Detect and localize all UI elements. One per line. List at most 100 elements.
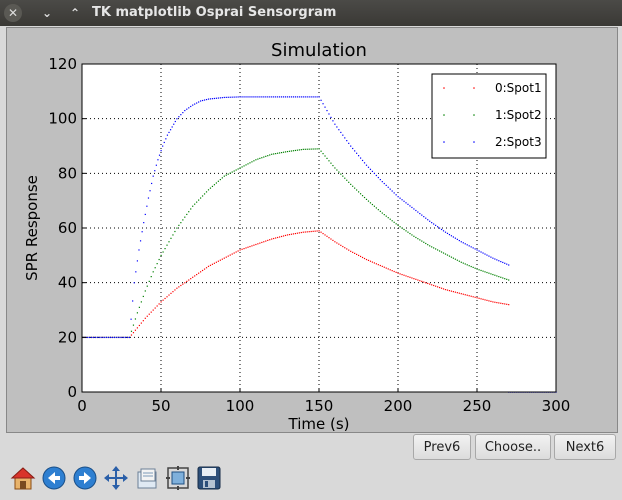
legend-marker: [473, 114, 475, 116]
data-point: [146, 285, 148, 287]
subplots-icon[interactable]: [132, 463, 162, 493]
data-point: [500, 302, 502, 304]
data-point: [229, 96, 231, 98]
home-icon[interactable]: [8, 463, 38, 493]
data-point: [290, 96, 293, 98]
zoom-icon[interactable]: [163, 463, 193, 493]
x-tick-label: 150: [305, 397, 334, 415]
next-button[interactable]: Next6: [554, 434, 616, 460]
data-point: [312, 148, 314, 150]
data-point: [306, 148, 308, 150]
data-point: [172, 234, 174, 236]
data-point: [286, 150, 289, 153]
minimize-window-icon[interactable]: ⌄: [41, 6, 53, 20]
data-point: [346, 248, 348, 250]
data-point: [324, 155, 326, 157]
forward-icon[interactable]: [70, 463, 100, 493]
data-point: [306, 231, 308, 233]
data-point: [200, 271, 202, 273]
save-icon[interactable]: [194, 463, 224, 493]
data-point: [492, 273, 494, 276]
data-point: [136, 260, 138, 262]
data-point: [227, 173, 229, 175]
data-point: [168, 294, 170, 296]
data-point: [383, 182, 385, 185]
data-point: [354, 187, 356, 189]
data-point: [332, 164, 334, 167]
back-icon[interactable]: [39, 463, 69, 493]
data-point: [381, 181, 383, 183]
data-point: [468, 295, 470, 297]
data-point: [277, 152, 279, 154]
data-point: [247, 96, 249, 98]
data-point: [241, 96, 243, 98]
data-point: [284, 234, 287, 237]
data-point: [490, 300, 492, 302]
data-point: [186, 280, 188, 282]
y-tick-label: 120: [48, 55, 77, 73]
data-point: [456, 292, 458, 294]
data-point: [166, 296, 168, 298]
data-point: [454, 291, 456, 293]
data-point: [324, 106, 326, 108]
data-point: [387, 268, 389, 270]
prev-button[interactable]: Prev6: [413, 434, 471, 460]
data-point: [405, 230, 407, 232]
data-point: [361, 195, 364, 197]
data-point: [239, 167, 241, 169]
data-point: [302, 231, 304, 233]
data-point: [296, 149, 298, 151]
data-point: [200, 100, 202, 102]
data-point: [468, 245, 470, 247]
data-point: [342, 245, 344, 248]
maximize-window-icon[interactable]: ⌃: [69, 6, 81, 20]
data-point: [440, 228, 443, 231]
data-point: [111, 336, 114, 339]
data-point: [401, 273, 403, 276]
data-point: [379, 178, 381, 181]
close-window-icon[interactable]: ✕: [4, 4, 22, 22]
data-point: [437, 249, 439, 251]
data-point: [316, 96, 318, 98]
data-point: [464, 243, 466, 245]
data-point: [292, 150, 295, 152]
data-point: [271, 96, 273, 98]
data-point: [377, 264, 379, 266]
data-point: [267, 96, 269, 98]
data-point: [253, 244, 255, 246]
data-point: [271, 238, 273, 240]
data-point: [294, 232, 296, 235]
figure-canvas[interactable]: 0 50 100 150 200 250 300 0 20 40 60 80 100 120 Simula…: [6, 27, 618, 433]
data-point: [474, 267, 476, 269]
data-point: [132, 324, 135, 326]
data-point: [100, 336, 102, 339]
data-point: [173, 123, 175, 125]
data-point: [464, 294, 466, 296]
data-point: [358, 155, 360, 157]
data-point: [425, 282, 427, 284]
data-point: [94, 336, 96, 339]
data-point: [427, 282, 429, 285]
data-point: [365, 198, 368, 200]
data-point: [125, 336, 127, 339]
pan-icon[interactable]: [101, 463, 131, 493]
data-point: [158, 154, 161, 156]
data-point: [251, 245, 253, 247]
data-point: [482, 252, 484, 254]
data-point: [492, 257, 494, 259]
data-point: [328, 237, 330, 239]
data-point: [308, 231, 310, 233]
choose-button[interactable]: Choose..: [475, 434, 551, 460]
data-point: [304, 96, 306, 98]
data-point: [255, 159, 257, 161]
data-point: [350, 250, 352, 252]
data-point: [211, 263, 214, 265]
data-point: [466, 264, 468, 266]
data-point: [340, 131, 342, 134]
data-point: [257, 243, 259, 245]
data-point: [442, 288, 445, 290]
data-point: [163, 141, 165, 144]
data-point: [200, 197, 202, 199]
data-point: [269, 239, 271, 241]
data-point: [496, 275, 498, 277]
